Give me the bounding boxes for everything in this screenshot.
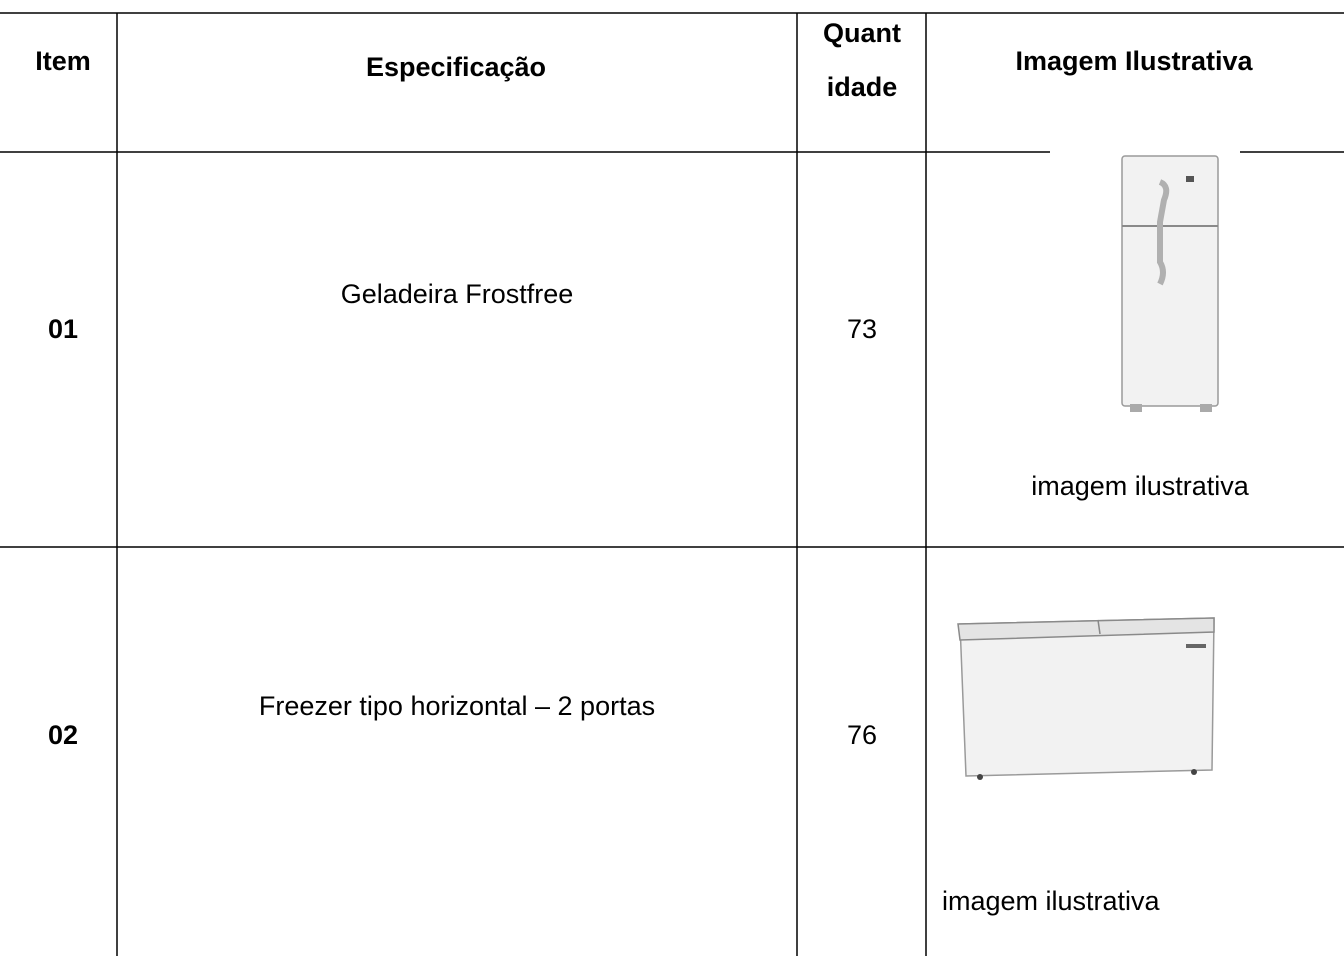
quantity: 73: [847, 314, 877, 344]
fridge-image: [1121, 155, 1219, 412]
item-number: 01: [48, 314, 78, 344]
table-rules: [0, 12, 1344, 956]
header-image: Imagem Ilustrativa: [1015, 46, 1253, 76]
freezer-image: [957, 617, 1215, 780]
specification: Freezer tipo horizontal – 2 portas: [259, 691, 655, 721]
header-item: Item: [35, 46, 91, 76]
header-qty: Quant: [823, 18, 901, 48]
image-caption: imagem ilustrativa: [1031, 471, 1250, 501]
item-number: 02: [48, 720, 78, 750]
specification: Geladeira Frostfree: [341, 279, 574, 309]
image-caption: imagem ilustrativa: [942, 886, 1161, 916]
header-qty: idade: [827, 72, 898, 102]
quantity: 76: [847, 720, 877, 750]
header-spec: Especificação: [366, 52, 546, 82]
